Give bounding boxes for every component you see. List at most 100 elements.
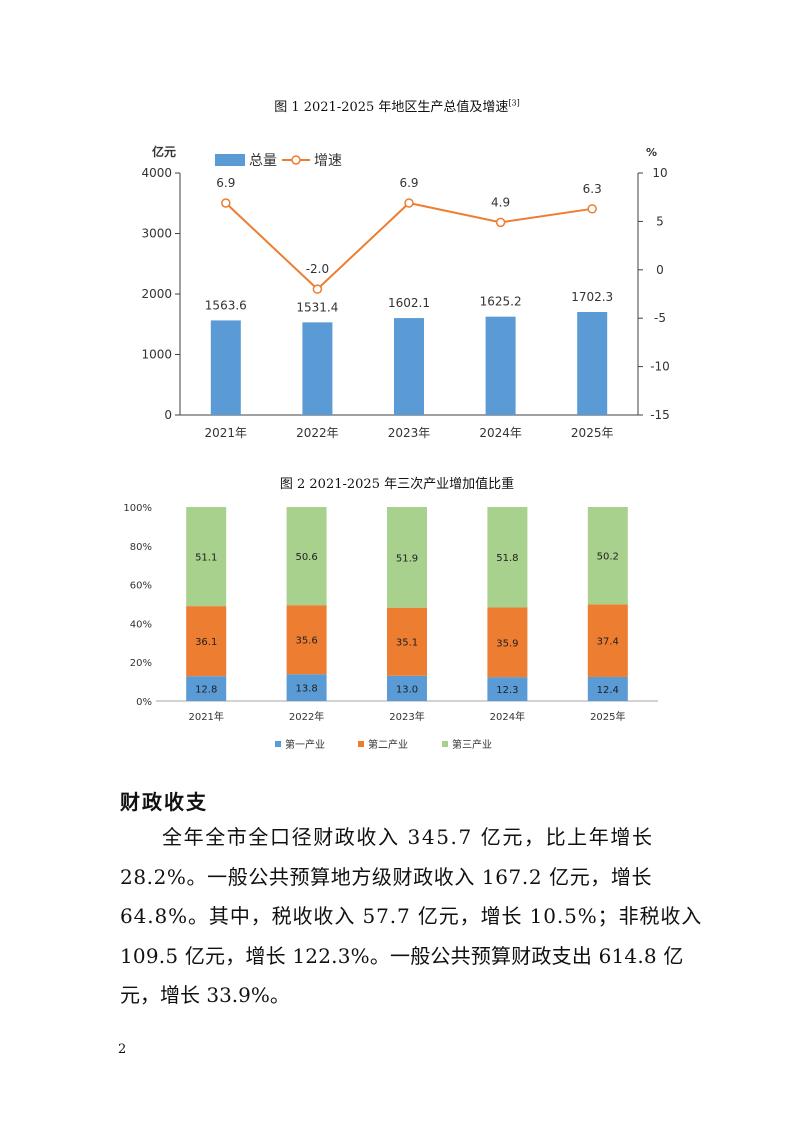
x-axis-tick-label: 2022年: [289, 710, 324, 723]
stacked-bar-segment: [387, 675, 427, 701]
x-axis-tick-label: 2023年: [389, 710, 424, 723]
legend-label: 第三产业: [452, 738, 492, 751]
x-axis-tick-label: 2025年: [590, 710, 625, 723]
stacked-bar-segment: [487, 677, 528, 701]
legend-label-speed: 增速: [314, 153, 342, 169]
segment-data-label: 35.6: [295, 636, 317, 647]
x-axis-tick-label: 2021年: [205, 426, 248, 440]
segment-data-label: 50.2: [597, 552, 619, 563]
stacked-bar-segment: [487, 607, 528, 678]
x-axis-tick-label: 2021年: [188, 710, 223, 723]
y-axis-tick-label: 80%: [130, 542, 152, 553]
speed-data-label: 6.3: [583, 182, 602, 196]
stacked-bar-segment: [186, 676, 227, 701]
stacked-bar-segment: [587, 676, 628, 701]
figure1-citation[interactable]: [3]: [508, 98, 520, 108]
bar-data-label: 1702.3: [571, 290, 613, 304]
stacked-bar-segment: [186, 606, 227, 677]
speed-point: [221, 198, 231, 208]
bar-total: [210, 320, 241, 415]
speed-line: [225, 201, 593, 291]
bar-total: [577, 312, 608, 415]
stacked-bar-segment: [487, 507, 528, 608]
stacked-bar-segment: [186, 507, 227, 607]
segment-data-label: 35.9: [496, 638, 518, 649]
stacked-bar-segment: [587, 604, 628, 677]
segment-data-label: 35.1: [396, 638, 418, 649]
speed-point: [587, 204, 597, 214]
paragraph-line: 64.8%。其中，税收收入 57.7 亿元，增长 10.5%；非税收入: [120, 904, 703, 928]
bar-data-label: 1625.2: [480, 295, 522, 309]
paragraph-line: 109.5 亿元，增长 122.3%。一般公共预算财政支出 614.8 亿: [120, 943, 684, 968]
legend-label: 第二产业: [368, 738, 408, 751]
y-axis-tick-label: 40%: [130, 619, 152, 630]
section-heading: 财政收支: [120, 790, 208, 814]
legend-label: 第一产业: [285, 738, 325, 751]
speed-point: [404, 198, 414, 208]
left-axis-tick-label: 3000: [141, 227, 172, 241]
paragraph-line: 全年全市全口径财政收入 345.7 亿元，比上年增长: [162, 825, 654, 849]
segment-data-label: 51.9: [396, 553, 418, 564]
stacked-bar-segment: [286, 507, 327, 606]
left-axis-tick-label: 1000: [141, 348, 172, 362]
x-axis-tick-label: 2022年: [296, 426, 339, 440]
figure2-stacked-bar-chart: 0% 20% 40% 60% 80% 100% 12.8 36.1 51.1 2021年 13.8 3…: [123, 503, 658, 751]
bar-data-label: 1602.1: [388, 296, 430, 310]
y-axis-tick-label: 20%: [130, 658, 152, 669]
figure1-caption: 图 1 2021-2025 年地区生产总值及增速[3]: [274, 98, 520, 115]
x-axis-tick-label: 2024年: [490, 710, 525, 723]
bar-total: [485, 316, 516, 415]
stacked-bar-segment: [387, 507, 427, 608]
x-axis-tick-label: 2025年: [571, 426, 614, 440]
right-axis-tick-label: -10: [650, 360, 670, 374]
right-axis-unit: %: [646, 146, 657, 159]
stacked-bar-segment: [387, 607, 427, 676]
paragraph-line: 元，增长 33.9%。: [120, 983, 290, 1007]
speed-point: [312, 284, 323, 294]
paragraph-line: 28.2%。一般公共预算地方级财政收入 167.2 亿元，增长: [120, 864, 653, 889]
legend-swatch: [442, 741, 448, 747]
right-axis-tick-label: -15: [650, 408, 670, 422]
speed-data-label: 6.9: [399, 176, 418, 190]
left-axis-tick-label: 2000: [141, 287, 172, 301]
right-axis-tick-label: -5: [654, 311, 666, 325]
bar-total: [302, 322, 333, 415]
bar-data-label: 1531.4: [296, 300, 338, 314]
x-axis-tick-label: 2024年: [479, 426, 522, 440]
stacked-bar-segment: [286, 674, 327, 701]
legend-swatch-total: [215, 154, 245, 166]
segment-data-label: 50.6: [295, 552, 317, 563]
speed-point: [495, 217, 506, 228]
y-axis-tick-label: 0%: [136, 697, 152, 708]
segment-data-label: 13.8: [295, 684, 317, 695]
speed-data-label: 4.9: [491, 195, 510, 209]
stacked-bar-segment: [587, 507, 628, 605]
segment-data-label: 51.1: [195, 553, 217, 564]
right-axis-tick-label: 10: [652, 166, 667, 180]
segment-data-label: 37.4: [597, 637, 619, 648]
legend-swatch: [275, 741, 281, 747]
speed-data-label: -2.0: [306, 262, 329, 276]
y-axis-tick-label: 60%: [130, 581, 152, 592]
legend-swatch: [358, 741, 364, 747]
segment-data-label: 12.3: [496, 685, 518, 696]
x-axis-tick-label: 2023年: [388, 426, 431, 440]
stacked-bar-segment: [286, 605, 327, 675]
left-axis-tick-label: 0: [164, 408, 172, 422]
right-axis-tick-label: 0: [656, 263, 664, 277]
figure2-caption: 图 2 2021-2025 年三次产业增加值比重: [279, 477, 515, 492]
speed-data-label: 6.9: [216, 176, 235, 190]
figure1-combo-chart: 0 1000 2000 3000 4000 -15 -10 -5 0 5 10 亿元 % 总量 增速 1563…: [141, 144, 670, 440]
legend-label-total: 总量: [249, 153, 277, 169]
segment-data-label: 12.4: [597, 685, 619, 696]
segment-data-label: 13.0: [396, 684, 418, 695]
left-axis-unit: 亿元: [152, 144, 176, 159]
bar-data-label: 1563.6: [205, 298, 247, 312]
legend-marker-speed: [291, 155, 301, 165]
left-axis-tick-label: 4000: [141, 166, 172, 180]
segment-data-label: 51.8: [496, 553, 518, 564]
segment-data-label: 36.1: [195, 637, 217, 648]
segment-data-label: 12.8: [195, 685, 217, 696]
finance-paragraph: 全年全市全口径财政收入 345.7 亿元，比上年增长 28.2%。一般公共预算地…: [120, 818, 703, 1016]
bar-total: [394, 318, 424, 415]
